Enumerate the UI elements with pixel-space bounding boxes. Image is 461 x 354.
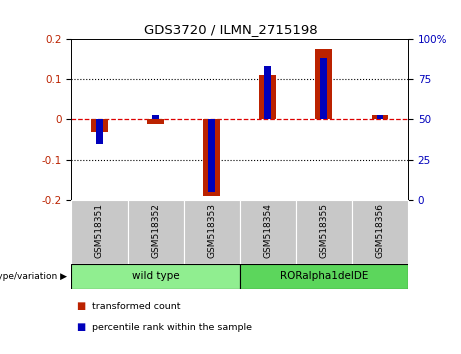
Bar <box>183 200 240 264</box>
Text: ■: ■ <box>76 301 85 311</box>
Text: wild type: wild type <box>132 271 179 281</box>
Bar <box>296 200 352 264</box>
Bar <box>240 200 296 264</box>
Text: GSM518351: GSM518351 <box>95 203 104 258</box>
Text: GSM518354: GSM518354 <box>263 203 272 258</box>
Bar <box>152 115 159 120</box>
Bar <box>260 75 276 120</box>
Text: percentile rank within the sample: percentile rank within the sample <box>92 323 252 332</box>
Bar <box>128 200 183 264</box>
Bar <box>320 58 327 120</box>
Text: GSM518352: GSM518352 <box>151 203 160 258</box>
Bar <box>203 120 220 196</box>
Bar <box>71 264 240 289</box>
Text: RORalpha1delDE: RORalpha1delDE <box>280 271 368 281</box>
Bar <box>377 115 383 120</box>
Bar <box>91 120 108 132</box>
Text: transformed count: transformed count <box>92 302 181 311</box>
Bar <box>315 49 332 120</box>
Text: GDS3720 / ILMN_2715198: GDS3720 / ILMN_2715198 <box>144 23 317 36</box>
Text: GSM518355: GSM518355 <box>319 203 328 258</box>
Bar <box>96 120 103 144</box>
Bar <box>352 200 408 264</box>
Bar <box>71 200 128 264</box>
Bar <box>208 120 215 192</box>
Text: GSM518356: GSM518356 <box>375 203 384 258</box>
Text: GSM518353: GSM518353 <box>207 203 216 258</box>
Text: ■: ■ <box>76 322 85 332</box>
Bar <box>265 66 271 120</box>
Text: genotype/variation ▶: genotype/variation ▶ <box>0 272 67 281</box>
Bar <box>372 115 388 120</box>
Bar <box>147 120 164 124</box>
Bar <box>240 264 408 289</box>
